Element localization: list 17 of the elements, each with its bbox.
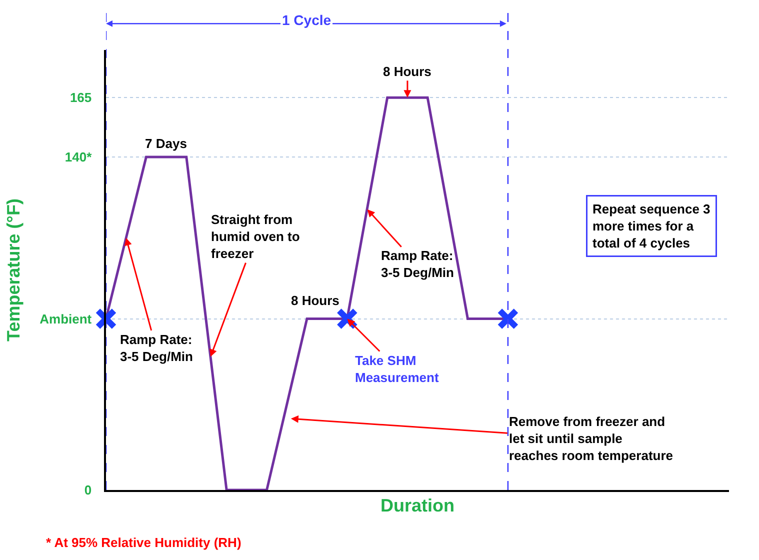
y-tick-label: 0 <box>84 482 92 498</box>
text: * At 95% Relative Humidity (RH) <box>46 535 242 550</box>
text: Repeat sequence 3 more times for a total of 4 cycles <box>592 202 710 250</box>
y-tick-label: 140* <box>64 150 93 165</box>
annotation: Remove from freezer and let sit until sample reaches room temperature <box>509 414 674 463</box>
annotation: Ramp Rate: 3-5 Deg/Min <box>120 332 194 364</box>
annotation: Ramp Rate: 3-5 Deg/Min <box>381 248 454 280</box>
text: 1 Cycle <box>282 12 332 28</box>
x-axis-title: Duration <box>380 495 454 516</box>
annotation: Straight from humid oven to freezer <box>211 212 300 261</box>
annotation: 8 Hours <box>383 64 432 79</box>
y-tick-label: 165 <box>70 90 92 106</box>
annotation: 7 Days <box>145 136 187 151</box>
y-axis-title: Temperature (°F) <box>3 198 24 342</box>
y-tick-label: Ambient <box>40 311 92 326</box>
annotation: 8 Hours <box>291 293 340 308</box>
annotation: Take SHM Measurement <box>355 353 440 385</box>
